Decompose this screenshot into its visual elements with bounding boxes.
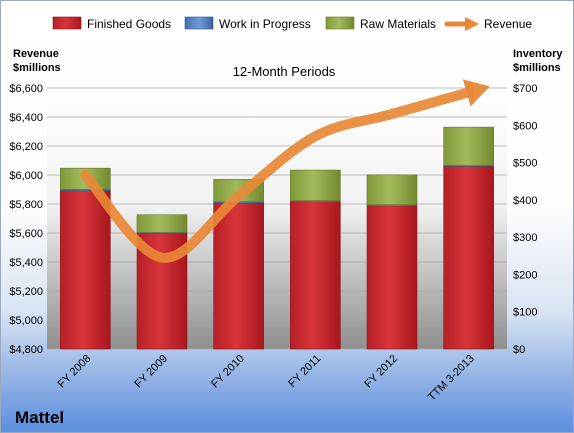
right-tick-label: $600 [513, 120, 537, 132]
left-axis-title-line1: Revenue [13, 48, 59, 60]
right-tick-label: $300 [513, 232, 537, 244]
right-tick-label: $100 [513, 307, 537, 319]
legend-swatch-work-in-progress [184, 16, 214, 30]
bar-finished-goods [60, 190, 111, 350]
legend-label-raw-materials: Raw Materials [360, 17, 436, 31]
right-tick-label: $200 [513, 269, 537, 281]
company-name: Mattel [15, 408, 64, 427]
bar-finished-goods [213, 202, 264, 350]
right-tick-label: $500 [513, 158, 537, 170]
x-axis-ticks: FY 2008 FY 2009 FY 2010 FY 2011 FY 2012 TTM 3… [56, 353, 477, 404]
bar-raw-materials [443, 126, 494, 166]
left-tick-label: $6,400 [9, 112, 43, 124]
legend-label-finished-goods: Finished Goods [87, 17, 171, 31]
legend-swatch-finished-goods [52, 16, 82, 30]
left-axis-title-line2: $millions [13, 62, 61, 74]
bar-finished-goods [443, 166, 494, 350]
gridlines [47, 87, 507, 350]
x-tick-label: FY 2008 [56, 353, 94, 391]
bar-raw-materials [136, 214, 188, 233]
x-tick-label: FY 2011 [286, 353, 323, 390]
bar-raw-materials [290, 169, 341, 201]
left-tick-label: $5,600 [9, 228, 43, 240]
revenue-line-group [80, 79, 490, 263]
x-tick-label: FY 2012 [362, 353, 400, 391]
legend-swatch-raw-materials [325, 16, 355, 30]
chart-title: 12-Month Periods [233, 64, 336, 79]
bar-finished-goods [366, 205, 418, 350]
right-axis-title-line1: Inventory [513, 48, 563, 60]
right-tick-label: $400 [513, 195, 537, 207]
left-tick-label: $6,000 [9, 170, 43, 182]
left-axis-ticks: $4,800 $5,000 $5,200 $5,400 $5,600 $5,800 $6,0… [9, 83, 43, 356]
right-axis-ticks: $0 $100 $200 $300 $400 $500 $600 $700 [513, 83, 537, 356]
legend-label-work-in-progress: Work in Progress [219, 17, 311, 31]
x-tick-label: FY 2009 [132, 353, 170, 391]
left-tick-label: $4,800 [9, 344, 43, 356]
left-tick-label: $6,600 [9, 83, 43, 95]
legend-swatch-revenue-arrow [444, 17, 479, 31]
legend-label-revenue: Revenue [484, 17, 532, 31]
left-tick-label: $5,200 [9, 286, 43, 298]
right-tick-label: $700 [513, 83, 537, 95]
right-axis-title-line2: $millions [513, 62, 561, 74]
left-tick-label: $5,400 [9, 257, 43, 269]
right-tick-label: $0 [513, 344, 525, 356]
left-tick-label: $5,800 [9, 199, 43, 211]
left-tick-label: $6,200 [9, 141, 43, 153]
bar-raw-materials [366, 174, 418, 206]
bar-finished-goods [290, 201, 341, 350]
x-tick-label: TTM 3-2013 [426, 353, 477, 404]
legend: Finished Goods Work in Progress Raw Mate… [52, 16, 532, 31]
revenue-arrowhead [462, 79, 490, 107]
x-tick-label: FY 2010 [209, 353, 247, 391]
left-tick-label: $5,000 [9, 315, 43, 327]
